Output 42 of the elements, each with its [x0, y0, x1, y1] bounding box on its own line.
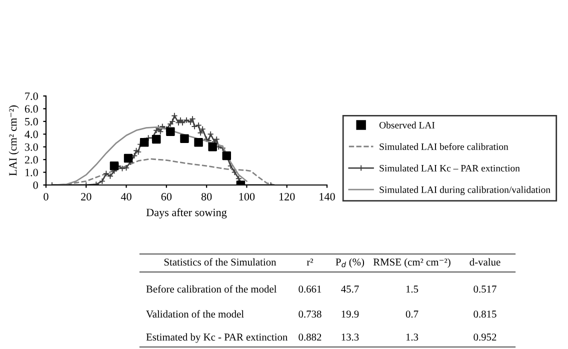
- x-tick-label: 140: [320, 192, 335, 200]
- text: 1.5: [406, 286, 418, 293]
- text: d-value: [470, 258, 500, 266]
- text: 0.738: [298, 310, 322, 318]
- text: Validation of the model: [146, 310, 244, 318]
- y-tick-label: 6.0: [24, 105, 38, 113]
- text: 0.882: [298, 334, 322, 341]
- text: RMSE (cm² cm⁻²): [373, 258, 450, 268]
- y-tick-label: 2.0: [24, 156, 38, 164]
- text: 45.7: [341, 286, 359, 293]
- legend-label: Simulated LAI before calibration: [380, 143, 508, 150]
- text: 0.661: [298, 286, 322, 293]
- y-tick-label: 3.0: [25, 143, 38, 151]
- text: Before calibration of the model: [146, 285, 277, 293]
- text: Estimated by Kc - PAR extinction: [146, 333, 288, 343]
- y-tick-label: 4.0: [24, 130, 38, 138]
- y-tick-label: 5.0: [25, 118, 38, 126]
- text: 19.9: [342, 310, 359, 318]
- x-tick-label: 60: [161, 192, 172, 200]
- x-tick-label: 20: [81, 192, 92, 200]
- legend-label: Simulated LAI during calibration/validation: [380, 186, 550, 196]
- text: r²: [306, 258, 314, 266]
- text: 0.517: [474, 286, 496, 293]
- text: 0.952: [474, 334, 496, 341]
- y-tick-label: 7.0: [25, 92, 38, 100]
- x-tick-label: 80: [201, 192, 212, 200]
- text: P$_{d}$ (%): [336, 258, 364, 268]
- x-axis-title: Days after sowing: [146, 208, 227, 218]
- text: 0.7: [406, 310, 418, 318]
- y-tick-label: 0: [33, 181, 38, 189]
- legend-label: Simulated LAI Kc – PAR extinction: [380, 164, 520, 172]
- y-axis-title: LAI (cm² cm⁻²): [8, 105, 19, 176]
- x-tick-label: 40: [120, 192, 132, 200]
- text: 1.3: [406, 334, 418, 341]
- x-tick-label: 0: [44, 192, 48, 200]
- y-tick-label: 1.0: [25, 168, 38, 176]
- text: Statistics of the Simulation: [164, 258, 276, 266]
- text: 0.815: [474, 310, 496, 318]
- x-tick-label: 100: [239, 192, 255, 200]
- legend-label: Observed LAI: [379, 122, 435, 128]
- text: 13.3: [342, 334, 359, 341]
- x-tick-label: 120: [280, 192, 295, 200]
